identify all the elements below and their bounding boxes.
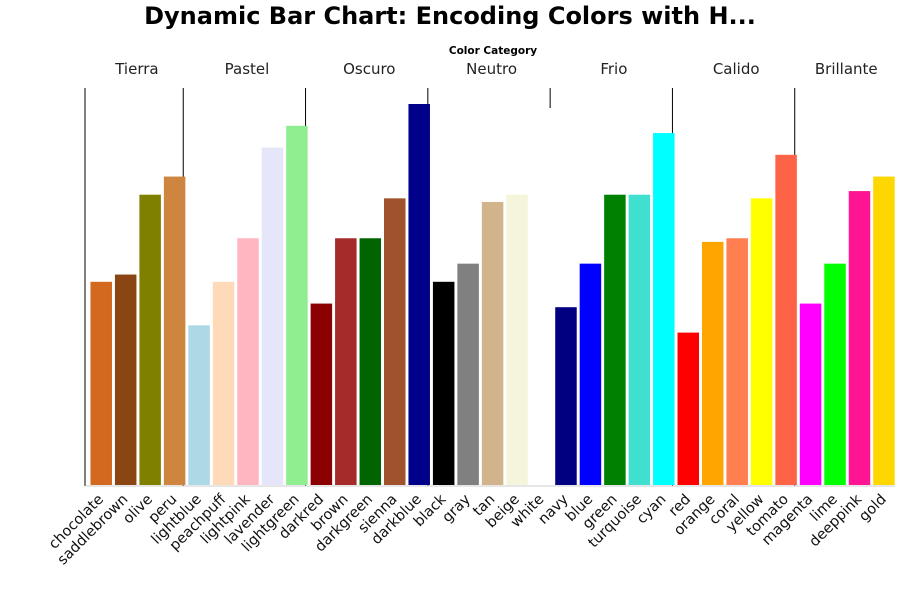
bar-brown [335, 238, 357, 485]
group-labels: Tierra Pastel Oscuro Neutro Frio Calido Brilla… [114, 60, 877, 78]
bar-tomato [775, 154, 797, 486]
bar-beige [506, 194, 528, 485]
bar-saddlebrown [114, 274, 137, 485]
bar-turquoise [628, 194, 651, 485]
bar-yellow [750, 198, 773, 486]
chart-title: Dynamic Bar Chart: Encoding Colors with … [144, 2, 756, 30]
bar-peachpuff [212, 281, 235, 485]
bar-darkblue [408, 104, 430, 485]
bar-orange [701, 241, 724, 485]
tick-label-gray: gray [440, 491, 475, 526]
bar-tan [481, 201, 504, 485]
bar-deeppink [848, 191, 871, 486]
bar-red [677, 332, 700, 485]
bar-black [432, 281, 455, 485]
bar-blue [579, 263, 602, 485]
group-label-brillante: Brillante [815, 60, 878, 78]
x-tick-labels: chocolatesaddlebrownoliveperulightbluepe… [46, 491, 890, 568]
bar-magenta [799, 303, 822, 485]
bar-peru [163, 176, 186, 486]
bar-navy [555, 307, 577, 485]
bar-gold [873, 176, 895, 486]
bar-lime [824, 263, 846, 485]
bar-lightgreen [286, 125, 308, 486]
bar-lavender [261, 147, 284, 486]
group-label-tierra: Tierra [114, 60, 158, 78]
bar-chocolate [90, 281, 112, 485]
bar-lightblue [188, 325, 210, 485]
bar-darkred [310, 303, 333, 485]
group-label-oscuro: Oscuro [343, 60, 395, 78]
bar-coral [726, 238, 748, 485]
group-label-calido: Calido [713, 60, 760, 78]
bar-green [604, 194, 626, 485]
bar-darkgreen [359, 238, 382, 485]
group-label-pastel: Pastel [225, 60, 270, 78]
bars [90, 104, 895, 486]
bar-sienna [384, 198, 406, 486]
group-label-neutro: Neutro [466, 60, 517, 78]
facet-title: Color Category [449, 45, 537, 57]
bar-olive [139, 194, 161, 485]
bar-gray [457, 263, 479, 485]
tick-label-gold: gold [856, 492, 889, 525]
group-label-frio: Frio [600, 60, 627, 78]
bar-lightpink [237, 238, 259, 485]
bar-cyan [653, 133, 675, 485]
